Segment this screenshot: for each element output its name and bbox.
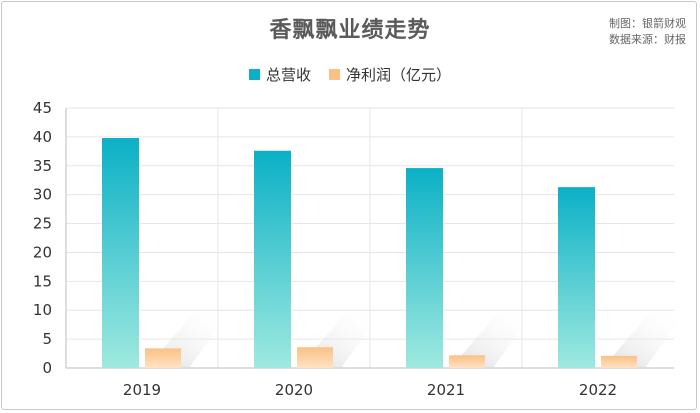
y-tick-label: 35 bbox=[33, 157, 52, 175]
legend-item-profit: 净利润（亿元） bbox=[329, 64, 451, 85]
y-tick-label: 30 bbox=[33, 186, 52, 204]
legend-swatch-revenue bbox=[248, 69, 260, 80]
legend-swatch-profit bbox=[329, 69, 340, 80]
bar-profit bbox=[449, 355, 485, 368]
legend: 总营收 净利润（亿元） bbox=[0, 64, 700, 85]
bar-revenue bbox=[406, 168, 443, 368]
y-tick-label: 10 bbox=[33, 301, 52, 319]
legend-label-profit: 净利润（亿元） bbox=[346, 66, 452, 84]
credit-source: 数据来源：财报 bbox=[609, 33, 686, 46]
bar-shadow bbox=[603, 313, 685, 368]
y-tick-label: 40 bbox=[33, 128, 52, 146]
bar-shadow bbox=[451, 313, 533, 368]
y-tick-label: 0 bbox=[42, 359, 52, 377]
x-tick-label: 2020 bbox=[275, 381, 313, 399]
x-tick-label: 2019 bbox=[123, 381, 161, 399]
chart-title: 香飘飘业绩走势 bbox=[269, 18, 431, 43]
y-tick-label: 45 bbox=[33, 99, 52, 117]
y-tick-label: 15 bbox=[33, 272, 52, 290]
y-tick-label: 20 bbox=[33, 243, 52, 261]
bar-profit bbox=[145, 348, 181, 368]
legend-item-revenue: 总营收 bbox=[248, 64, 311, 85]
bar-revenue bbox=[102, 138, 139, 368]
legend-label-revenue: 总营收 bbox=[265, 66, 311, 84]
bar-profit bbox=[601, 355, 637, 368]
x-tick-label: 2021 bbox=[427, 381, 465, 399]
bar-profit bbox=[297, 347, 333, 368]
bar-revenue bbox=[254, 150, 291, 368]
credit-author: 制图：银箭财观 bbox=[609, 17, 686, 30]
x-tick-label: 2022 bbox=[579, 381, 617, 399]
y-tick-label: 25 bbox=[33, 215, 52, 233]
credit-note: 制图：银箭财观 数据来源：财报 bbox=[609, 16, 686, 48]
bar-revenue bbox=[558, 187, 595, 368]
y-tick-label: 5 bbox=[42, 330, 52, 348]
